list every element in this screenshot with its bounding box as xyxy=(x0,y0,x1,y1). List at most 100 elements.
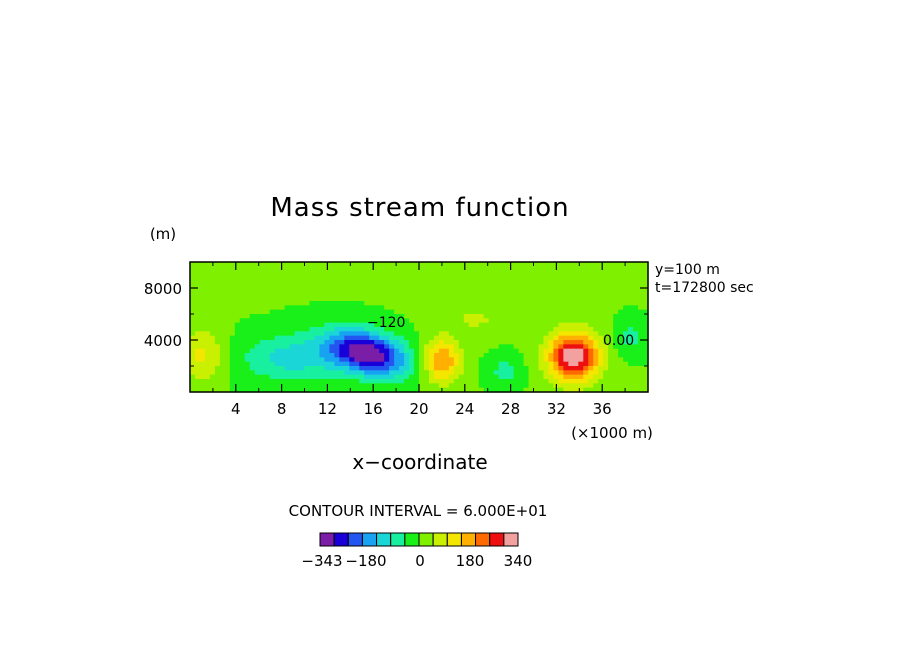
contour-cell xyxy=(299,335,306,341)
contour-cell xyxy=(349,331,355,337)
contour-cell xyxy=(448,309,455,315)
contour-cell xyxy=(498,340,505,345)
contour-cell xyxy=(219,370,226,376)
contour-cell xyxy=(518,301,525,306)
contour-cell xyxy=(608,270,614,276)
contour-cell xyxy=(583,361,589,367)
contour-cell xyxy=(623,340,629,345)
contour-cell xyxy=(194,361,201,367)
contour-cell xyxy=(623,370,629,376)
contour-cell xyxy=(314,370,321,376)
contour-cell xyxy=(548,344,555,350)
contour-cell xyxy=(563,322,569,328)
contour-cell xyxy=(194,305,201,311)
contour-cell xyxy=(538,383,545,389)
contour-cell xyxy=(294,340,301,345)
contour-cell xyxy=(359,348,365,354)
contour-cell xyxy=(414,366,420,371)
contour-cell xyxy=(533,383,540,389)
contour-cell xyxy=(638,275,644,280)
contour-cell xyxy=(483,353,490,358)
contour-cell xyxy=(190,344,196,350)
contour-cell xyxy=(419,309,425,315)
contour-cell xyxy=(503,262,510,267)
contour-cell xyxy=(229,292,236,298)
contour-cell xyxy=(190,357,196,363)
contour-cell xyxy=(224,357,231,363)
contour-cell xyxy=(414,262,420,267)
contour-cell xyxy=(194,348,201,354)
contour-cell xyxy=(563,383,569,389)
contour-cell xyxy=(468,366,475,371)
contour-cell xyxy=(399,296,405,302)
contour-cell xyxy=(593,270,599,276)
contour-cell xyxy=(488,270,495,276)
contour-cell xyxy=(249,305,256,311)
contour-cell xyxy=(488,288,495,293)
contour-cell xyxy=(513,370,520,376)
contour-cell xyxy=(453,270,460,276)
contour-cell xyxy=(389,283,395,289)
contour-cell xyxy=(548,296,555,302)
contour-cell xyxy=(558,262,564,267)
contour-cell xyxy=(349,348,355,354)
contour-cell xyxy=(443,305,450,311)
contour-cell xyxy=(588,275,594,280)
contour-cell xyxy=(568,344,574,350)
contour-cell xyxy=(518,335,525,341)
contour-cell xyxy=(463,305,470,311)
contour-cell xyxy=(503,353,510,358)
contour-cell xyxy=(523,270,530,276)
contour-cell xyxy=(628,314,634,319)
contour-cell xyxy=(309,266,316,272)
contour-cell xyxy=(608,357,614,363)
contour-cell xyxy=(478,379,485,384)
contour-cell xyxy=(428,335,435,341)
contour-cell xyxy=(249,318,256,324)
contour-cell xyxy=(324,348,330,354)
contour-cell xyxy=(573,266,579,272)
contour-cell xyxy=(269,262,276,267)
contour-cell xyxy=(190,288,196,293)
contour-cell xyxy=(633,314,639,319)
contour-cell xyxy=(279,266,286,272)
contour-cell xyxy=(448,387,455,393)
contour-cell xyxy=(369,348,375,354)
contour-cell xyxy=(513,374,520,380)
contour-cell xyxy=(399,366,405,371)
contour-cell xyxy=(578,331,584,337)
contour-cell xyxy=(553,361,559,367)
contour-cell xyxy=(379,288,385,293)
contour-cell xyxy=(473,357,480,363)
contour-cell xyxy=(613,262,619,267)
contour-cell xyxy=(453,379,460,384)
contour-cell xyxy=(339,361,345,367)
contour-cell xyxy=(294,348,301,354)
contour-cell xyxy=(349,361,355,367)
contour-cell xyxy=(533,292,540,298)
contour-cell xyxy=(384,288,390,293)
contour-cell xyxy=(548,301,555,306)
contour-cell xyxy=(568,322,574,328)
contour-cell xyxy=(199,305,206,311)
contour-cell xyxy=(583,353,589,358)
contour-cell xyxy=(249,314,256,319)
contour-cell xyxy=(558,279,564,285)
contour-cell xyxy=(423,275,430,280)
contour-cell xyxy=(379,301,385,306)
contour-cell xyxy=(364,262,370,267)
contour-cell xyxy=(254,301,261,306)
contour-cell xyxy=(199,344,206,350)
contour-cell xyxy=(618,270,624,276)
contour-cell xyxy=(448,279,455,285)
contour-cell xyxy=(409,370,415,376)
contour-cell xyxy=(578,279,584,285)
contour-cell xyxy=(613,283,619,289)
contour-cell xyxy=(483,357,490,363)
contour-cell xyxy=(219,331,226,337)
contour-cell xyxy=(548,335,555,341)
contour-cell xyxy=(503,340,510,345)
contour-cell xyxy=(304,357,311,363)
contour-cell xyxy=(503,292,510,298)
contour-cell xyxy=(443,309,450,315)
